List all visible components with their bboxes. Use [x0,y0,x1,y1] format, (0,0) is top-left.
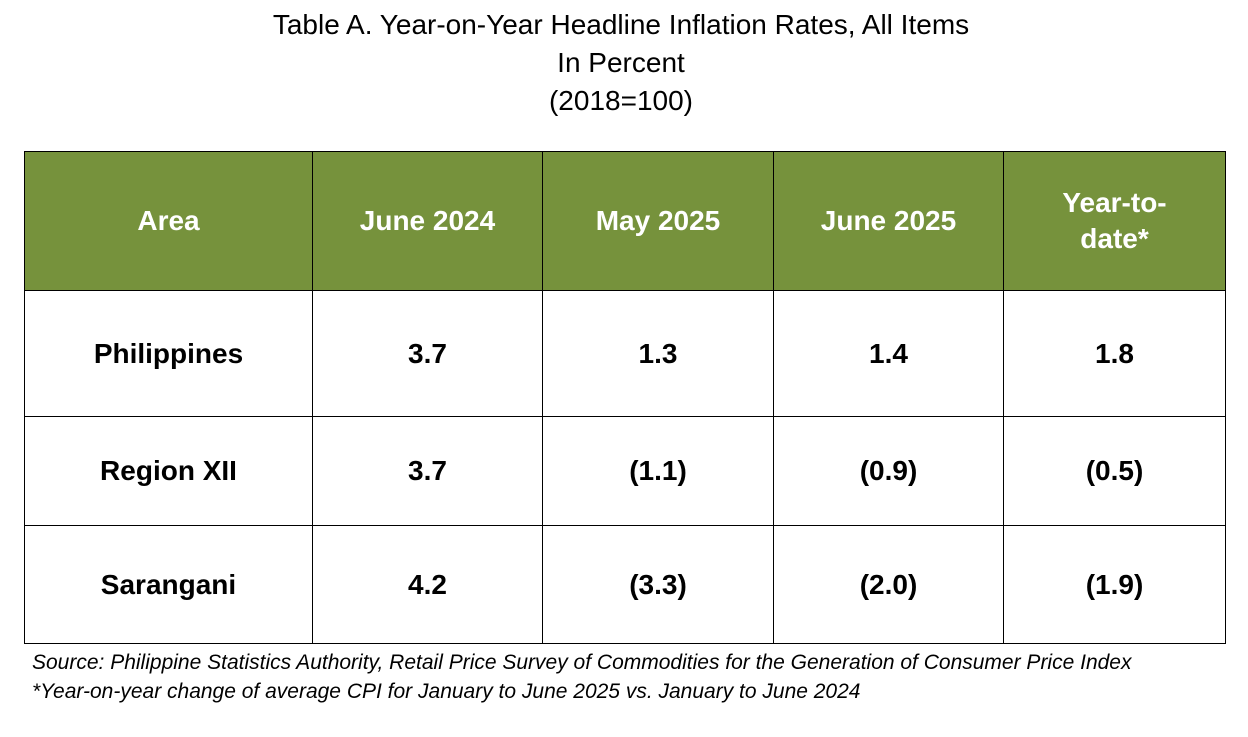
source-note: Source: Philippine Statistics Authority,… [32,651,1132,674]
cell-area: Sarangani [24,525,313,644]
table-row: Sarangani 4.2 (3.3) (2.0) (1.9) [24,525,1226,644]
cell-may-2025: (1.1) [542,416,774,526]
table-notes: Source: Philippine Statistics Authority,… [32,649,1174,706]
cell-may-2025: (3.3) [542,525,774,644]
cell-area: Philippines [24,290,313,417]
cell-june-2024: 4.2 [312,525,543,644]
cell-may-2025: 1.3 [542,290,774,417]
cell-june-2024: 3.7 [312,290,543,417]
cell-area: Region XII [24,416,313,526]
inflation-table: Area June 2024 May 2025 June 2025 Year-t… [24,151,1226,644]
table-header-row: Area June 2024 May 2025 June 2025 Year-t… [24,151,1226,291]
cell-year-to-date: (0.5) [1003,416,1226,526]
header-june-2024: June 2024 [312,151,543,291]
cell-june-2025: (0.9) [773,416,1004,526]
title-line-2: In Percent [557,47,685,78]
cell-june-2024: 3.7 [312,416,543,526]
cell-june-2025: (2.0) [773,525,1004,644]
table-row: Philippines 3.7 1.3 1.4 1.8 [24,290,1226,417]
header-area: Area [24,151,313,291]
header-year-to-date-label: Year-to-date* [1062,187,1167,254]
title-line-1: Table A. Year-on-Year Headline Inflation… [272,9,970,40]
footnote: *Year-on-year change of average CPI for … [32,680,861,703]
header-year-to-date: Year-to-date* [1003,151,1226,291]
cell-june-2025: 1.4 [773,290,1004,417]
header-may-2025: May 2025 [542,151,774,291]
title-line-3: (2018=100) [548,85,693,116]
table-title: Table A. Year-on-Year Headline Inflation… [0,6,1242,120]
cell-year-to-date: (1.9) [1003,525,1226,644]
header-june-2025: June 2025 [773,151,1004,291]
cell-year-to-date: 1.8 [1003,290,1226,417]
table-row: Region XII 3.7 (1.1) (0.9) (0.5) [24,416,1226,526]
